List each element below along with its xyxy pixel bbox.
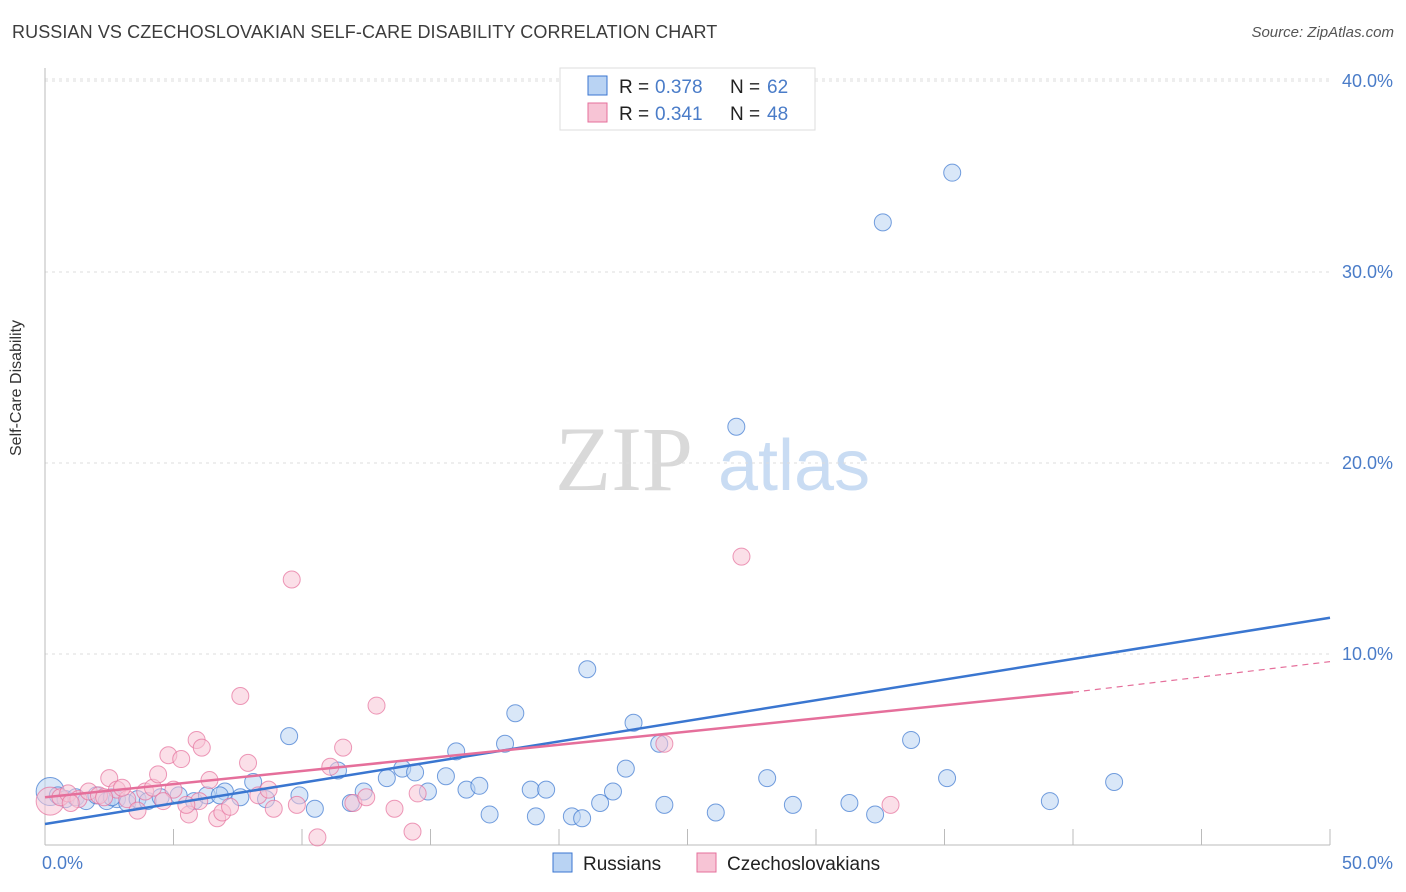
czechoslovakian-point [287, 795, 306, 814]
bottom-legend-label-czechoslovakians: Czechoslovakians [727, 854, 880, 875]
russian-point [873, 213, 892, 232]
x-tick-label: 0.0% [42, 853, 83, 873]
y-tick-label: 40.0% [1342, 71, 1393, 91]
czechoslovakian-point [61, 793, 80, 812]
bottom-legend-swatch-russians [552, 852, 573, 873]
russian-point [377, 769, 396, 788]
czechoslovakian-point [239, 753, 258, 772]
russian-point [783, 795, 802, 814]
czechoslovakian-point [357, 788, 376, 807]
russian-point [496, 734, 515, 753]
bottom-legend-label-russians: Russians [583, 854, 661, 875]
chart-source: Source: ZipAtlas.com [1251, 24, 1394, 41]
legend-r-label: R = [619, 77, 649, 98]
czechoslovakian-point [403, 822, 422, 841]
russian-point [938, 769, 957, 788]
legend-n-label: N = [730, 77, 760, 98]
legend-n-label: N = [730, 104, 760, 125]
russian-point [902, 730, 921, 749]
czechoslovakian-point [177, 795, 196, 814]
legend-swatch-russians [587, 75, 608, 96]
czechoslovakian-point [367, 696, 386, 715]
russian-point [706, 803, 725, 822]
russian-point [1105, 772, 1124, 791]
y-tick-label: 10.0% [1342, 644, 1393, 664]
czechoslovakian-point [385, 799, 404, 818]
czechoslovakian-point [655, 734, 674, 753]
legend-swatch-czechoslovakians [587, 102, 608, 123]
russian-trendline [44, 616, 1331, 826]
czechoslovakian-point [282, 570, 301, 589]
russian-point [616, 759, 635, 778]
russian-point [758, 769, 777, 788]
czechoslovakian-point [264, 799, 283, 818]
y-tick-label: 20.0% [1342, 453, 1393, 473]
czechoslovakian-point [334, 738, 353, 757]
y-tick-label: 30.0% [1342, 262, 1393, 282]
russian-point [1040, 792, 1059, 811]
legend-r-value: 0.378 [655, 77, 703, 98]
watermark-zip: ZIP [555, 408, 693, 510]
russian-point [470, 776, 489, 795]
legend-r-value: 0.341 [655, 104, 703, 125]
legend-n-value: 48 [767, 104, 788, 125]
chart-title: RUSSIAN VS CZECHOSLOVAKIAN SELF-CARE DIS… [12, 22, 718, 42]
russian-point [480, 805, 499, 824]
watermark-atlas: atlas [718, 426, 870, 506]
czechoslovakian-trendline-extension [1072, 661, 1331, 693]
czechoslovakian-point [172, 750, 191, 769]
russian-point [943, 163, 962, 182]
russian-point [578, 660, 597, 679]
russian-point [537, 780, 556, 799]
russian-point [280, 727, 299, 746]
russian-point [305, 799, 324, 818]
x-tick-label: 50.0% [1342, 853, 1393, 873]
russian-point [655, 795, 674, 814]
russian-point [624, 713, 643, 732]
russian-point [573, 809, 592, 828]
czechoslovakian-point [881, 795, 900, 814]
russian-point [506, 704, 525, 723]
czechoslovakian-trendline [44, 690, 1074, 799]
czechoslovakian-point [95, 788, 114, 807]
russian-point [591, 793, 610, 812]
bottom-legend-swatch-czechoslovakians [696, 852, 717, 873]
czechoslovakian-point [192, 738, 211, 757]
russian-point [840, 793, 859, 812]
russian-point [526, 807, 545, 826]
legend-n-value: 62 [767, 77, 788, 98]
czechoslovakian-point [221, 797, 240, 816]
russian-point [866, 805, 885, 824]
russian-point [727, 417, 746, 436]
czechoslovakian-point [308, 828, 327, 847]
czechoslovakian-point [231, 687, 250, 706]
czechoslovakian-point [149, 765, 168, 784]
russian-point [436, 767, 455, 786]
russian-point [603, 782, 622, 801]
czechoslovakian-point [732, 547, 751, 566]
czechoslovakian-point [408, 784, 427, 803]
russian-point [521, 780, 540, 799]
legend-r-label: R = [619, 104, 649, 125]
